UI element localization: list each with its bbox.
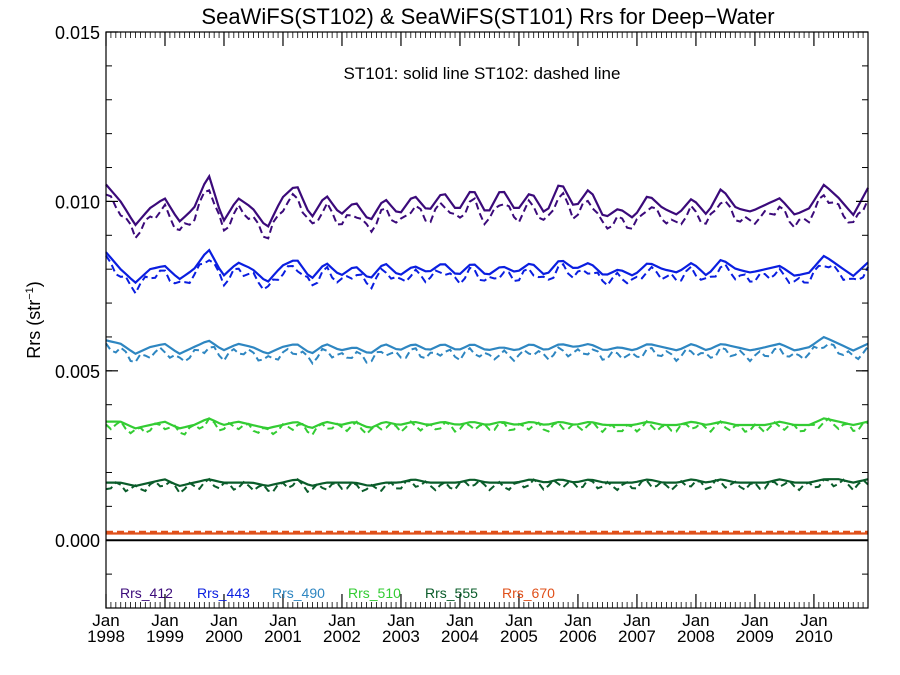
- x-tick-month: Jan: [682, 611, 709, 630]
- series-line-rrs-443-st101: [105, 248, 869, 285]
- x-tick-month: Jan: [623, 611, 650, 630]
- legend-entry: Rrs_443: [197, 585, 250, 601]
- chart-title: SeaWiFS(ST102) & SeaWiFS(ST101) Rrs for …: [201, 4, 774, 29]
- x-tick-year: 2007: [618, 627, 656, 646]
- line-style-annotation: ST101: solid line ST102: dashed line: [344, 64, 621, 83]
- y-tick-label: 0.000: [55, 531, 100, 551]
- x-tick-year: 2001: [264, 627, 302, 646]
- x-tick-year: 2005: [500, 627, 538, 646]
- y-axis-label: Rrs (str−1): [24, 281, 44, 359]
- x-tick-year: 1998: [87, 627, 125, 646]
- legend-entry: Rrs_510: [348, 585, 401, 601]
- series-line-rrs-490-st102: [105, 342, 869, 366]
- x-tick-month: Jan: [269, 611, 296, 630]
- x-tick-year: 2009: [736, 627, 774, 646]
- x-tick-month: Jan: [800, 611, 827, 630]
- series-line-rrs-555-st102: [105, 477, 869, 495]
- x-tick-year: 2004: [441, 627, 479, 646]
- series-line-rrs-555-st101: [106, 478, 869, 488]
- legend-entry: Rrs_555: [425, 585, 478, 601]
- series-line-rrs-510-st101: [106, 417, 869, 430]
- series-line-rrs-412-st101: [105, 173, 869, 229]
- x-tick-month: Jan: [151, 611, 178, 630]
- plot-frame: [105, 31, 869, 609]
- legend-entry: Rrs_670: [502, 585, 555, 601]
- x-tick-year: 2010: [795, 627, 833, 646]
- x-tick-month: Jan: [92, 611, 119, 630]
- x-tick-month: Jan: [564, 611, 591, 630]
- x-tick-month: Jan: [328, 611, 355, 630]
- x-tick-month: Jan: [210, 611, 237, 630]
- y-tick-label: 0.015: [55, 23, 100, 43]
- series-line-rrs-412-st102: [105, 189, 869, 240]
- x-tick-month: Jan: [387, 611, 414, 630]
- x-tick-year: 2008: [677, 627, 715, 646]
- x-tick-year: 2002: [323, 627, 361, 646]
- y-tick-label: 0.005: [55, 362, 100, 382]
- x-tick-month: Jan: [505, 611, 532, 630]
- legend-entry: Rrs_490: [272, 585, 325, 601]
- x-tick-year: 2000: [205, 627, 243, 646]
- x-tick-month: Jan: [446, 611, 473, 630]
- legend-entry: Rrs_412: [120, 585, 173, 601]
- series-line-rrs-510-st102: [105, 417, 868, 436]
- series-line-rrs-490-st101: [105, 335, 869, 356]
- x-tick-month: Jan: [741, 611, 768, 630]
- x-tick-year: 1999: [146, 627, 184, 646]
- x-tick-year: 2003: [382, 627, 420, 646]
- y-tick-label: 0.010: [55, 192, 100, 212]
- x-tick-year: 2006: [559, 627, 597, 646]
- series-line-rrs-443-st102: [105, 255, 869, 296]
